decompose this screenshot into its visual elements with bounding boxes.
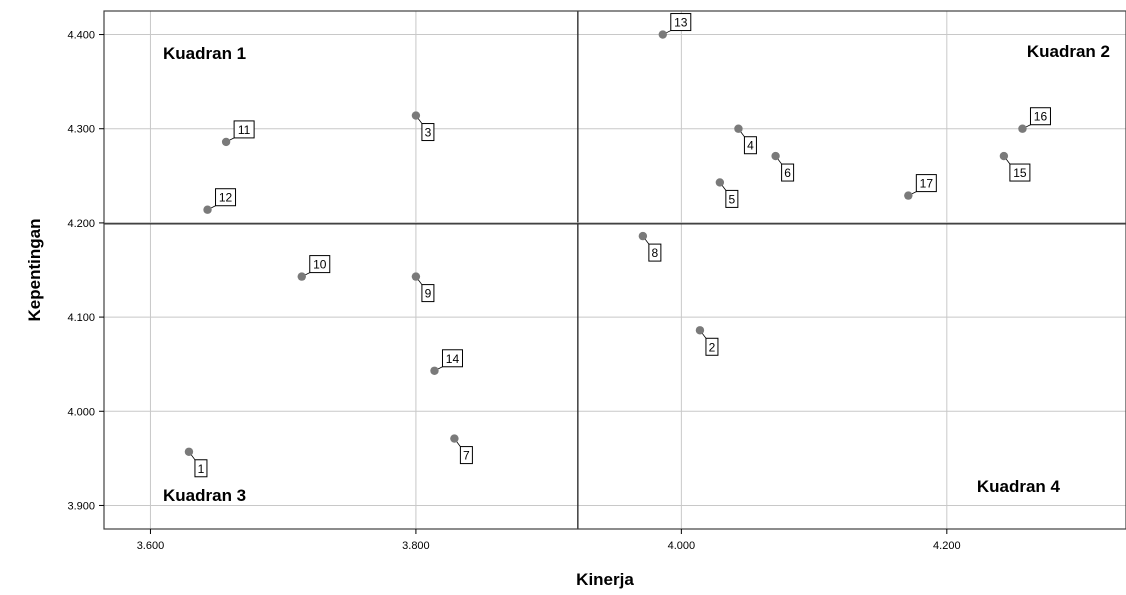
- point-label-box: [233, 120, 255, 139]
- point-label: 8: [652, 246, 659, 260]
- point-marker: [184, 447, 194, 456]
- point-label: 16: [1034, 110, 1048, 124]
- point-marker: [771, 151, 780, 161]
- point-marker: [999, 151, 1009, 161]
- point-label: 7: [463, 449, 470, 463]
- point-marker: [411, 272, 421, 281]
- point-label-box: [915, 174, 937, 193]
- point-marker: [658, 30, 667, 39]
- point-label: 14: [446, 352, 460, 366]
- scatter-point-11: 11: [221, 120, 255, 147]
- point-label-box: [781, 163, 795, 182]
- scatter-point-10: 10: [297, 255, 331, 281]
- point-label-box: [1029, 107, 1051, 126]
- quadrant-label: Kuadran 3: [163, 486, 246, 505]
- quadrant-label: Kuadran 2: [1027, 42, 1110, 61]
- x-tick-label: 4.200: [933, 540, 961, 552]
- scatter-point-5: 5: [715, 178, 739, 208]
- point-label-box: [648, 243, 662, 262]
- point-marker: [430, 366, 439, 375]
- scatter-point-1: 1: [184, 447, 208, 478]
- y-tick-label: 4.000: [67, 406, 95, 418]
- point-label: 1: [198, 462, 205, 476]
- y-axis-title: Kepentingan: [25, 219, 44, 322]
- point-marker: [695, 326, 705, 335]
- x-axis-ticks: 3.600 3.800 4.000 4.200: [137, 529, 961, 552]
- scatter-point-14: 14: [430, 349, 463, 375]
- y-tick-label: 4.300: [67, 124, 95, 136]
- point-label: 15: [1013, 166, 1027, 180]
- quadrant-label: Kuadran 4: [977, 477, 1061, 496]
- point-label: 2: [709, 340, 716, 354]
- point-label: 13: [674, 16, 688, 30]
- point-marker: [1018, 124, 1027, 133]
- scatter-point-3: 3: [411, 111, 435, 142]
- y-tick-label: 4.200: [67, 218, 95, 230]
- point-label-box: [670, 13, 692, 32]
- scatter-point-17: 17: [904, 174, 937, 200]
- scatter-point-2: 2: [695, 326, 719, 356]
- x-tick-label: 3.600: [137, 540, 165, 552]
- point-label-box: [215, 188, 237, 207]
- plot-frame: [103, 10, 1126, 530]
- scatter-point-6: 6: [771, 151, 795, 182]
- point-label-box: [309, 255, 331, 274]
- point-marker: [638, 231, 648, 241]
- scatter-point-4: 4: [734, 124, 757, 155]
- grid-layer: [104, 11, 1126, 529]
- point-label-box: [194, 459, 208, 478]
- scatter-point-16: 16: [1018, 107, 1051, 133]
- x-tick-label: 4.000: [668, 540, 696, 552]
- scatter-point-9: 9: [411, 272, 435, 303]
- scatter-point-7: 7: [450, 434, 473, 465]
- point-label-box: [1009, 163, 1031, 182]
- x-tick-label: 3.800: [402, 540, 430, 552]
- point-marker: [221, 137, 231, 147]
- y-axis-ticks: 3.900 4.000 4.100 4.200 4.300 4.400: [67, 30, 104, 512]
- point-label-box: [743, 136, 757, 155]
- point-label: 10: [313, 258, 327, 272]
- point-marker: [715, 178, 725, 187]
- point-marker: [904, 191, 913, 200]
- point-label-box: [421, 284, 435, 303]
- point-label-box: [441, 349, 463, 368]
- point-label: 3: [425, 126, 432, 140]
- point-label: 11: [238, 123, 251, 137]
- y-tick-label: 4.400: [67, 30, 95, 42]
- point-label: 9: [425, 287, 432, 301]
- quadrant-label: Kuadran 1: [163, 44, 246, 63]
- point-label: 4: [747, 139, 754, 153]
- point-label-box: [705, 337, 719, 356]
- y-tick-label: 3.900: [67, 500, 95, 512]
- point-label: 12: [219, 191, 233, 205]
- point-marker: [734, 124, 743, 133]
- point-label: 6: [784, 166, 791, 180]
- point-marker: [203, 205, 212, 214]
- y-tick-label: 4.100: [67, 312, 95, 324]
- point-marker: [411, 111, 421, 120]
- scatter-point-12: 12: [203, 188, 237, 214]
- quadrant-labels: Kuadran 1 Kuadran 2 Kuadran 3 Kuadran 4: [163, 42, 1110, 505]
- point-label-box: [725, 189, 739, 208]
- scatter-point-13: 13: [658, 13, 692, 39]
- point-label-box: [421, 123, 435, 142]
- point-label: 17: [920, 177, 934, 191]
- point-label: 5: [729, 192, 736, 206]
- reference-lines: [104, 11, 1126, 529]
- x-axis-title: Kinerja: [576, 570, 634, 589]
- point-marker: [450, 434, 459, 443]
- point-label-box: [459, 446, 473, 465]
- plot-border: [103, 10, 1126, 530]
- scatter-point-15: 15: [999, 151, 1031, 182]
- scatter-point-8: 8: [638, 231, 662, 262]
- point-marker: [297, 272, 306, 281]
